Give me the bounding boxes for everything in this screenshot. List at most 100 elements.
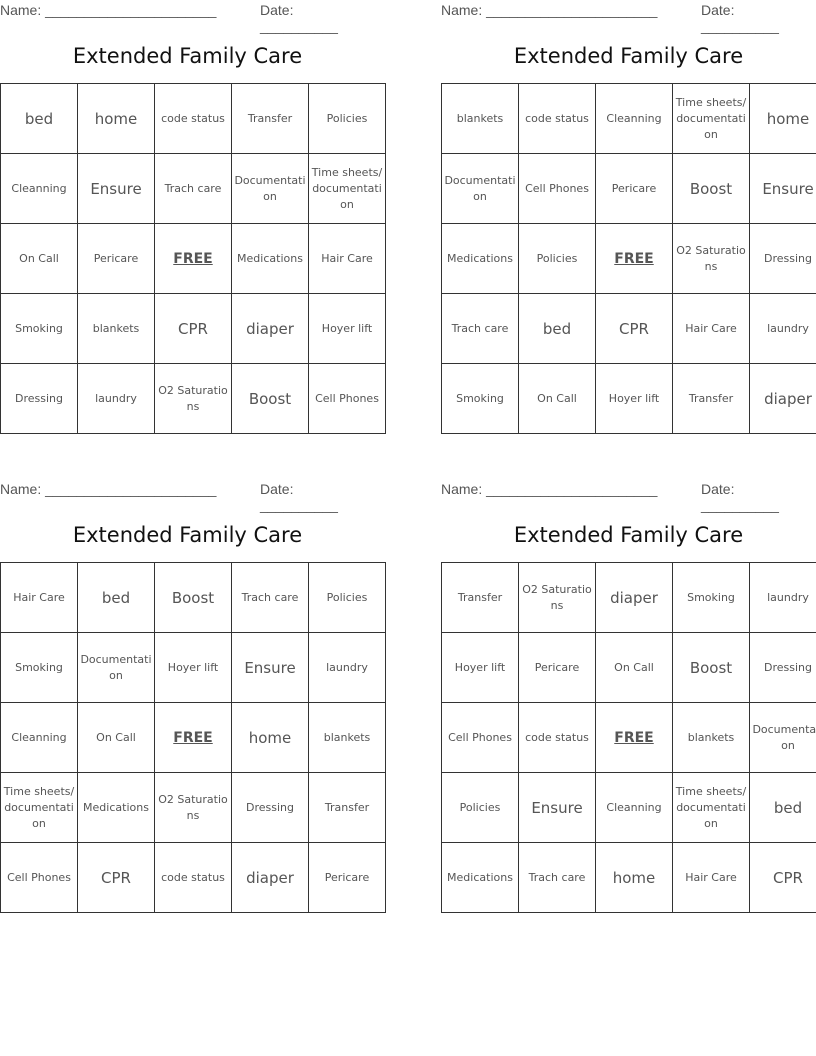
bingo-card-2: Name: ______________________ Date: _____… xyxy=(441,0,816,434)
bingo-cell: On Call xyxy=(0,223,78,294)
bingo-cell: Smoking xyxy=(672,562,750,633)
bingo-cell: Ensure xyxy=(231,632,309,703)
grid-row: On Call Pericare FREE Medications Hair Care xyxy=(0,223,386,294)
bingo-cell: Pericare xyxy=(77,223,155,294)
bingo-cell: diaper xyxy=(749,363,816,434)
free-space-cell: FREE xyxy=(595,702,673,773)
bingo-cell: Dressing xyxy=(0,363,78,434)
bingo-cell: Cell Phones xyxy=(0,842,78,913)
bingo-cell: Policies xyxy=(308,83,386,154)
bingo-cell: Transfer xyxy=(231,83,309,154)
bingo-card-1: Name: ______________________ Date: _____… xyxy=(0,0,386,434)
bingo-cell: laundry xyxy=(749,562,816,633)
card-header: Name: ______________________ Date: _____… xyxy=(0,0,375,34)
name-field: Name: ______________________ xyxy=(0,2,217,18)
grid-row: Cleanning Ensure Trach care Documentation Ti… xyxy=(0,153,386,224)
bingo-cell: Documentation xyxy=(77,632,155,703)
bingo-cell: Documentation xyxy=(231,153,309,224)
bingo-cell: CPR xyxy=(77,842,155,913)
name-field: Name: ______________________ xyxy=(0,481,217,497)
bingo-cell: Dressing xyxy=(749,632,816,703)
bingo-cell: On Call xyxy=(518,363,596,434)
date-field: Date: __________ xyxy=(260,481,338,513)
bingo-cell: Cleanning xyxy=(595,772,673,843)
bingo-cell: Medications xyxy=(231,223,309,294)
bingo-cell: code status xyxy=(154,842,232,913)
bingo-cell: Time sheets/ documentation xyxy=(672,83,750,154)
bingo-cell: Dressing xyxy=(749,223,816,294)
bingo-cell: O2 Saturations xyxy=(154,363,232,434)
bingo-cell: Policies xyxy=(441,772,519,843)
bingo-cell: Hair Care xyxy=(672,293,750,364)
grid-row: Smoking blankets CPR diaper Hoyer lift xyxy=(0,293,386,364)
bingo-cell: Cell Phones xyxy=(518,153,596,224)
bingo-cell: laundry xyxy=(77,363,155,434)
bingo-cell: home xyxy=(749,83,816,154)
bingo-cell: Dressing xyxy=(231,772,309,843)
bingo-cell: blankets xyxy=(672,702,750,773)
bingo-cell: Cleanning xyxy=(0,702,78,773)
bingo-cell: code status xyxy=(518,702,596,773)
bingo-cell: Medications xyxy=(77,772,155,843)
grid-row: Smoking Documentation Hoyer lift Ensure laun… xyxy=(0,632,386,703)
bingo-cell: O2 Saturations xyxy=(672,223,750,294)
bingo-cell: Cleanning xyxy=(595,83,673,154)
bingo-cell: O2 Saturations xyxy=(518,562,596,633)
bingo-cell: Cell Phones xyxy=(308,363,386,434)
bingo-cell: diaper xyxy=(595,562,673,633)
date-field: Date: __________ xyxy=(701,2,779,34)
bingo-cell: Pericare xyxy=(595,153,673,224)
bingo-card-3: Name: ______________________ Date: _____… xyxy=(0,479,386,913)
card-header: Name: ______________________ Date: _____… xyxy=(0,479,375,513)
bingo-cell: Hoyer lift xyxy=(154,632,232,703)
date-field: Date: __________ xyxy=(260,2,338,34)
bingo-cell: Ensure xyxy=(518,772,596,843)
bingo-cell: Hoyer lift xyxy=(595,363,673,434)
grid-row: Cell Phones CPR code status diaper Pericare xyxy=(0,842,386,913)
bingo-grid: blankets code status Cleanning Time sheets/… xyxy=(441,83,816,434)
bingo-cell: Smoking xyxy=(441,363,519,434)
grid-row: Policies Ensure Cleanning Time sheets/ docu… xyxy=(441,772,816,843)
grid-row: Transfer O2 Saturations diaper Smoking laund… xyxy=(441,562,816,633)
date-field: Date: __________ xyxy=(701,481,779,513)
bingo-cell: On Call xyxy=(595,632,673,703)
bingo-cell: Hair Care xyxy=(308,223,386,294)
bingo-cell: Pericare xyxy=(308,842,386,913)
name-field: Name: ______________________ xyxy=(441,481,658,497)
grid-row: Dressing laundry O2 Saturations Boost Cell P… xyxy=(0,363,386,434)
bingo-cell: blankets xyxy=(441,83,519,154)
bingo-cell: laundry xyxy=(308,632,386,703)
bingo-cell: code status xyxy=(154,83,232,154)
grid-row: blankets code status Cleanning Time sheets/… xyxy=(441,83,816,154)
bingo-cell: Transfer xyxy=(441,562,519,633)
bingo-cell: Ensure xyxy=(77,153,155,224)
free-space-cell: FREE xyxy=(595,223,673,294)
grid-row: Cleanning On Call FREE home blankets xyxy=(0,702,386,773)
bingo-cell: laundry xyxy=(749,293,816,364)
bingo-cell: Smoking xyxy=(0,632,78,703)
bingo-cell: CPR xyxy=(154,293,232,364)
bingo-cell: O2 Saturations xyxy=(154,772,232,843)
bingo-cell: Time sheets/ documentation xyxy=(672,772,750,843)
free-space-cell: FREE xyxy=(154,223,232,294)
grid-row: Trach care bed CPR Hair Care laundry xyxy=(441,293,816,364)
bingo-grid: Transfer O2 Saturations diaper Smoking laund… xyxy=(441,562,816,913)
bingo-cell: Policies xyxy=(518,223,596,294)
bingo-cell: diaper xyxy=(231,842,309,913)
bingo-cell: Pericare xyxy=(518,632,596,703)
bingo-cell: Smoking xyxy=(0,293,78,364)
bingo-cell: Trach care xyxy=(231,562,309,633)
bingo-cell: On Call xyxy=(77,702,155,773)
grid-row: bed home code status Transfer Policies xyxy=(0,83,386,154)
bingo-cell: Ensure xyxy=(749,153,816,224)
bingo-cell: code status xyxy=(518,83,596,154)
bingo-cell: Trach care xyxy=(518,842,596,913)
grid-row: Hair Care bed Boost Trach care Policies xyxy=(0,562,386,633)
bingo-cell: bed xyxy=(749,772,816,843)
bingo-cell: Time sheets/ documentation xyxy=(0,772,78,843)
card-header: Name: ______________________ Date: _____… xyxy=(441,0,816,34)
bingo-cell: Boost xyxy=(154,562,232,633)
bingo-cell: Medications xyxy=(441,842,519,913)
bingo-cell: Hoyer lift xyxy=(308,293,386,364)
bingo-cell: Time sheets/ documentation xyxy=(308,153,386,224)
